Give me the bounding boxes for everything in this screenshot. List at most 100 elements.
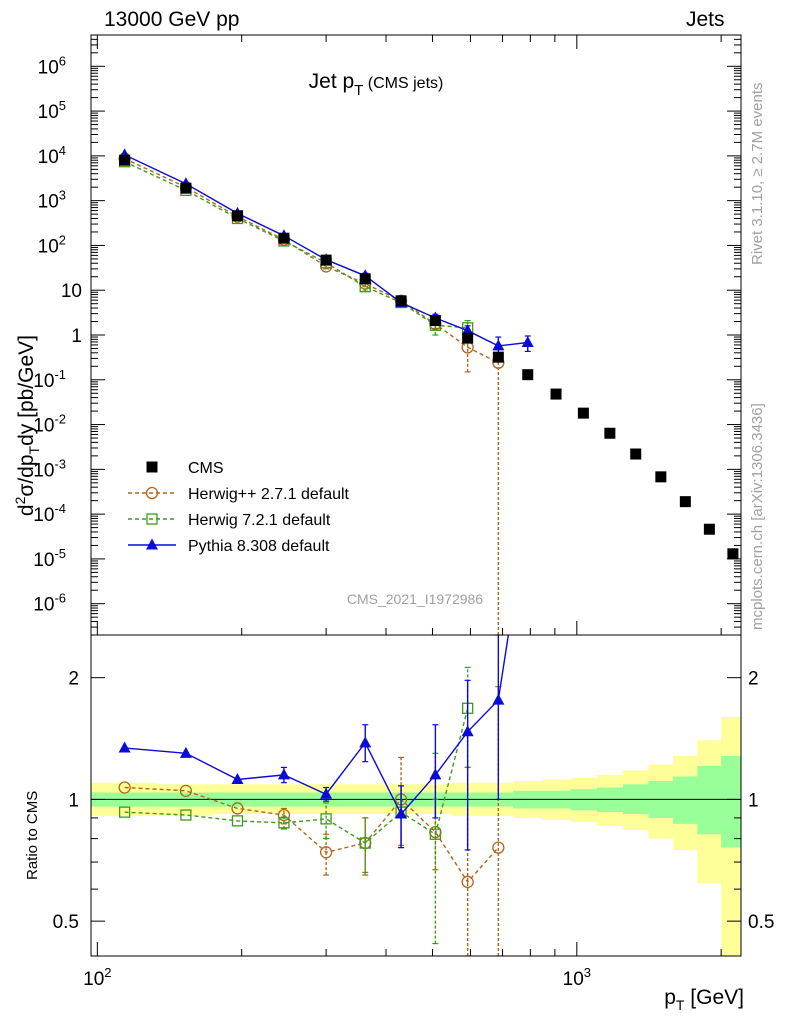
main-pythia-point bbox=[492, 339, 505, 351]
main-y-tick-label-exponent: 3 bbox=[59, 188, 66, 203]
ratio-herwig7-point bbox=[359, 837, 371, 849]
ratio-pythia-point bbox=[118, 741, 131, 753]
main-y-tick-label-exponent: 6 bbox=[59, 53, 66, 68]
collision-label: 13000 GeV pp bbox=[104, 8, 240, 31]
x-axis-label: pT [GeV] bbox=[664, 986, 744, 1013]
main-panel-series bbox=[118, 148, 739, 635]
rivet-version-label: Rivet 3.1.10, ≥ 2.7M events bbox=[749, 83, 766, 266]
x-tick-label: 102 bbox=[83, 965, 111, 990]
ratio-herwigpp-point bbox=[231, 802, 244, 815]
ratio-herwigpp-series bbox=[118, 686, 505, 956]
mcplots-source-label: mcplots.cern.ch [arXiv:1306.3436] bbox=[749, 403, 766, 630]
main-cms-point bbox=[395, 295, 407, 307]
main-y-tick-label-exponent: -3 bbox=[54, 456, 66, 471]
ratio-pythia-point bbox=[179, 746, 192, 758]
ratio-herwigpp-point bbox=[118, 781, 131, 794]
legend-marker-cms bbox=[146, 461, 158, 473]
ratio-y-tick-label: 1 bbox=[68, 790, 79, 811]
legend-item-cms: CMS bbox=[146, 460, 224, 477]
legend-item-herwigpp: Herwig++ 2.7.1 default bbox=[128, 486, 350, 503]
x-tick-label: 103 bbox=[563, 965, 591, 990]
legend-label-cms: CMS bbox=[188, 460, 224, 477]
ratio-pythia-point bbox=[461, 725, 474, 737]
main-cms-point bbox=[604, 427, 616, 439]
main-y-tick-label: 10-2 bbox=[33, 412, 66, 437]
main-pythia-point bbox=[521, 336, 534, 348]
main-cms-point bbox=[522, 369, 534, 381]
legend-item-pythia: Pythia 8.308 default bbox=[128, 538, 330, 555]
main-herwigpp-series bbox=[118, 152, 505, 635]
main-cms-point bbox=[492, 351, 504, 363]
ratio-herwigpp-line bbox=[124, 786, 499, 884]
ratio-y-tick-label: 2 bbox=[68, 669, 79, 690]
x-tick-label-exponent: 3 bbox=[584, 965, 591, 980]
main-cms-point bbox=[703, 523, 715, 535]
main-y-tick-label-exponent: -1 bbox=[54, 367, 66, 382]
ratio-pythia-point bbox=[522, 503, 534, 514]
main-cms-point bbox=[119, 154, 131, 166]
ratio-herwig7-point bbox=[231, 815, 244, 827]
ratio-herwig7-point bbox=[118, 806, 131, 818]
main-y-tick-label: 102 bbox=[38, 232, 66, 257]
ratio-y-tick-label-right: 2 bbox=[748, 669, 759, 690]
ratio-pythia-point bbox=[320, 787, 333, 799]
main-cms-point bbox=[679, 496, 691, 508]
ratio-y-axis-label: Ratio to CMS bbox=[24, 791, 41, 880]
main-cms-point bbox=[359, 273, 371, 285]
ratio-herwigpp-point bbox=[492, 841, 505, 854]
main-y-tick-label: 10-3 bbox=[33, 456, 66, 481]
main-cms-series bbox=[119, 154, 739, 560]
ratio-pythia-point bbox=[429, 768, 442, 780]
main-y-tick-label-exponent: -2 bbox=[54, 412, 66, 427]
main-cms-point bbox=[231, 210, 243, 222]
main-cms-point bbox=[462, 332, 474, 344]
legend-label-herwig7: Herwig 7.2.1 default bbox=[188, 512, 331, 529]
main-y-tick-label: 10-1 bbox=[33, 367, 66, 392]
main-cms-point bbox=[550, 388, 562, 400]
main-cms-point bbox=[727, 548, 739, 560]
legend-label-herwigpp: Herwig++ 2.7.1 default bbox=[188, 486, 350, 503]
ratio-herwig7-line bbox=[124, 708, 469, 844]
x-tick-label-exponent: 2 bbox=[104, 965, 111, 980]
main-title: Jet pT (CMS jets) bbox=[309, 70, 444, 99]
ratio-y-tick-label-right: 1 bbox=[748, 790, 759, 811]
main-pythia-point bbox=[461, 324, 474, 336]
main-y-tick-label: 10 bbox=[61, 281, 82, 302]
ratio-herwig7-point bbox=[320, 813, 332, 825]
ratio-herwigpp-point bbox=[277, 808, 291, 822]
band-inner-bin bbox=[697, 765, 722, 835]
ratio-panel-series bbox=[118, 503, 534, 956]
legend-marker-pythia bbox=[146, 538, 158, 550]
ratio-pythia-point bbox=[359, 736, 372, 748]
legend: CMS Herwig++ 2.7.1 default Herwig 7.2.1 de… bbox=[128, 460, 350, 555]
ratio-y-tick-label-right: 0.5 bbox=[748, 912, 774, 933]
legend-item-herwig7: Herwig 7.2.1 default bbox=[128, 512, 331, 529]
main-y-tick-label-exponent: -6 bbox=[54, 591, 66, 606]
ratio-herwigpp-point bbox=[179, 784, 193, 797]
main-y-tick-label: 105 bbox=[38, 98, 66, 123]
ratio-pythia-point bbox=[277, 768, 290, 780]
ratio-pythia-point bbox=[492, 693, 505, 705]
legend-label-pythia: Pythia 8.308 default bbox=[188, 538, 330, 555]
main-cms-point bbox=[655, 471, 667, 483]
main-y-tick-label: 10-6 bbox=[33, 591, 66, 616]
main-y-tick-label-exponent: -5 bbox=[54, 546, 66, 561]
main-y-tick-label: 1 bbox=[71, 326, 82, 347]
main-cms-point bbox=[278, 232, 290, 244]
ratio-pythia-series bbox=[118, 503, 534, 851]
band-inner-bin bbox=[673, 776, 698, 824]
ratio-herwigpp-point bbox=[319, 846, 333, 859]
main-cms-point bbox=[577, 407, 589, 419]
main-y-tick-label: 103 bbox=[38, 188, 66, 213]
ratio-herwigpp-point bbox=[461, 875, 474, 889]
axes-frame bbox=[90, 34, 742, 957]
main-y-tick-label-exponent: 4 bbox=[59, 143, 66, 158]
main-y-tick-label: 104 bbox=[38, 143, 66, 168]
ratio-herwig7-point bbox=[278, 817, 290, 829]
main-y-tick-label-exponent: 5 bbox=[59, 98, 66, 113]
band-inner-bin bbox=[721, 756, 741, 848]
ratio-herwig7-point bbox=[429, 828, 442, 840]
main-cms-point bbox=[180, 182, 192, 194]
main-y-tick-label-exponent: -4 bbox=[54, 501, 66, 516]
